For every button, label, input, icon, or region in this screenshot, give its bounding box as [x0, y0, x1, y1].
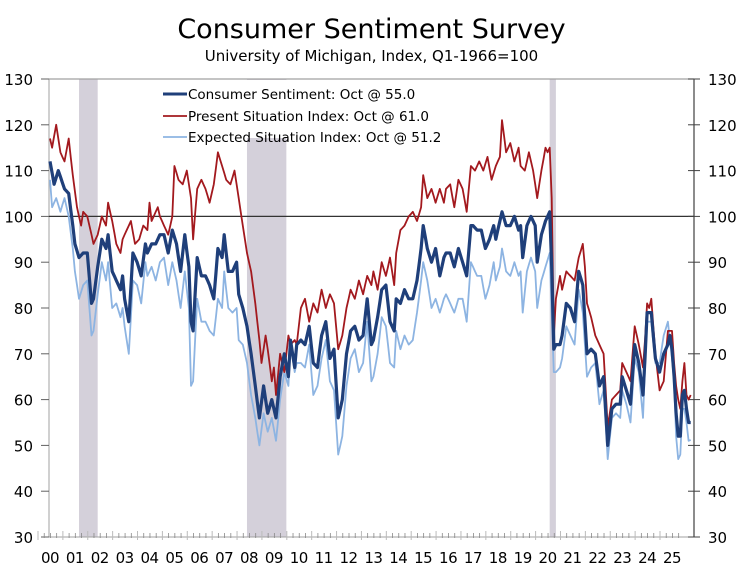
legend-label-present-situation: Present Situation Index: Oct @ 61.0 — [188, 109, 429, 125]
y-tick-label-right: 40 — [708, 483, 727, 501]
y-tick-label-left: 100 — [4, 208, 33, 226]
y-tick-label-right: 110 — [708, 163, 737, 181]
x-tick-label: 15 — [414, 549, 432, 567]
y-tick-label-right: 60 — [708, 392, 727, 410]
y-tick-label-left: 70 — [14, 346, 33, 364]
legend-item-consumer-sentiment: Consumer Sentiment: Oct @ 55.0 — [163, 87, 415, 103]
x-tick-label: 04 — [140, 549, 158, 567]
y-tick-label-left: 30 — [14, 529, 33, 547]
x-tick-label: 12 — [340, 549, 358, 567]
y-tick-label-left: 40 — [14, 483, 33, 501]
y-tick-label-right: 30 — [708, 529, 727, 547]
x-tick-label: 09 — [265, 549, 283, 567]
x-tick-label: 00 — [41, 549, 59, 567]
x-tick-label: 13 — [364, 549, 382, 567]
y-tick-label-left: 130 — [4, 71, 33, 89]
x-tick-label: 21 — [563, 549, 581, 567]
x-tick-label: 08 — [240, 549, 258, 567]
legend-item-expected-situation: Expected Situation Index: Oct @ 51.2 — [163, 130, 441, 146]
legend-label-expected-situation: Expected Situation Index: Oct @ 51.2 — [188, 130, 441, 146]
expected-situation-index-line — [49, 179, 692, 460]
present-situation-index-line — [49, 119, 692, 428]
x-tick-label: 03 — [116, 549, 134, 567]
x-tick-label: 22 — [588, 549, 606, 567]
chart-title: Consumer Sentiment Survey — [177, 14, 566, 45]
chart-subtitle: University of Michigan, Index, Q1-1966=1… — [204, 47, 539, 65]
x-tick-label: 05 — [165, 549, 183, 567]
x-tick-label: 11 — [315, 549, 333, 567]
y-tick-label-right: 130 — [708, 71, 737, 89]
x-tick-label: 17 — [464, 549, 482, 567]
x-tick-label: 18 — [489, 549, 507, 567]
x-tick-label: 23 — [613, 549, 631, 567]
y-tick-label-right: 90 — [708, 254, 727, 272]
y-tick-label-right: 120 — [708, 117, 737, 135]
axes — [37, 78, 700, 540]
x-tick-label: 19 — [514, 549, 532, 567]
y-tick-label-left: 90 — [14, 254, 33, 272]
legend-label-consumer-sentiment: Consumer Sentiment: Oct @ 55.0 — [188, 87, 415, 103]
y-tick-label-left: 50 — [14, 437, 33, 455]
consumer-sentiment-line — [48, 161, 691, 447]
x-tick-label: 16 — [439, 549, 457, 567]
recession-band — [79, 79, 98, 537]
x-tick-label: 01 — [66, 549, 84, 567]
y-tick-label-left: 110 — [4, 163, 33, 181]
x-tick-label: 25 — [663, 549, 681, 567]
y-tick-label-right: 70 — [708, 346, 727, 364]
x-tick-label: 07 — [215, 549, 233, 567]
x-tick-label: 24 — [638, 549, 656, 567]
y-axis-right-labels: 30 40 50 60 70 80 90 100 110 120 130 — [708, 71, 737, 547]
y-axis-left-labels: 30 40 50 60 70 80 90 100 110 120 130 — [4, 71, 33, 547]
y-tick-label-right: 80 — [708, 300, 727, 318]
x-axis-labels: 00 01 02 03 04 05 06 07 08 09 10 11 12 13 14 15 16 17 18 19… — [41, 549, 682, 567]
series-lines — [48, 119, 692, 460]
x-tick-label: 10 — [290, 549, 308, 567]
y-tick-label-left: 120 — [4, 117, 33, 135]
y-tick-label-left: 60 — [14, 392, 33, 410]
y-tick-label-left: 80 — [14, 300, 33, 318]
x-tick-label: 02 — [91, 549, 109, 567]
x-tick-label: 20 — [539, 549, 557, 567]
y-tick-label-right: 50 — [708, 437, 727, 455]
legend-background — [155, 80, 405, 138]
y-tick-label-right: 100 — [708, 208, 737, 226]
legend: Consumer Sentiment: Oct @ 55.0 Present S… — [155, 80, 441, 146]
x-tick-label: 06 — [190, 549, 208, 567]
recession-band — [246, 79, 287, 537]
legend-item-present-situation: Present Situation Index: Oct @ 61.0 — [163, 109, 429, 125]
x-tick-label: 14 — [389, 549, 407, 567]
